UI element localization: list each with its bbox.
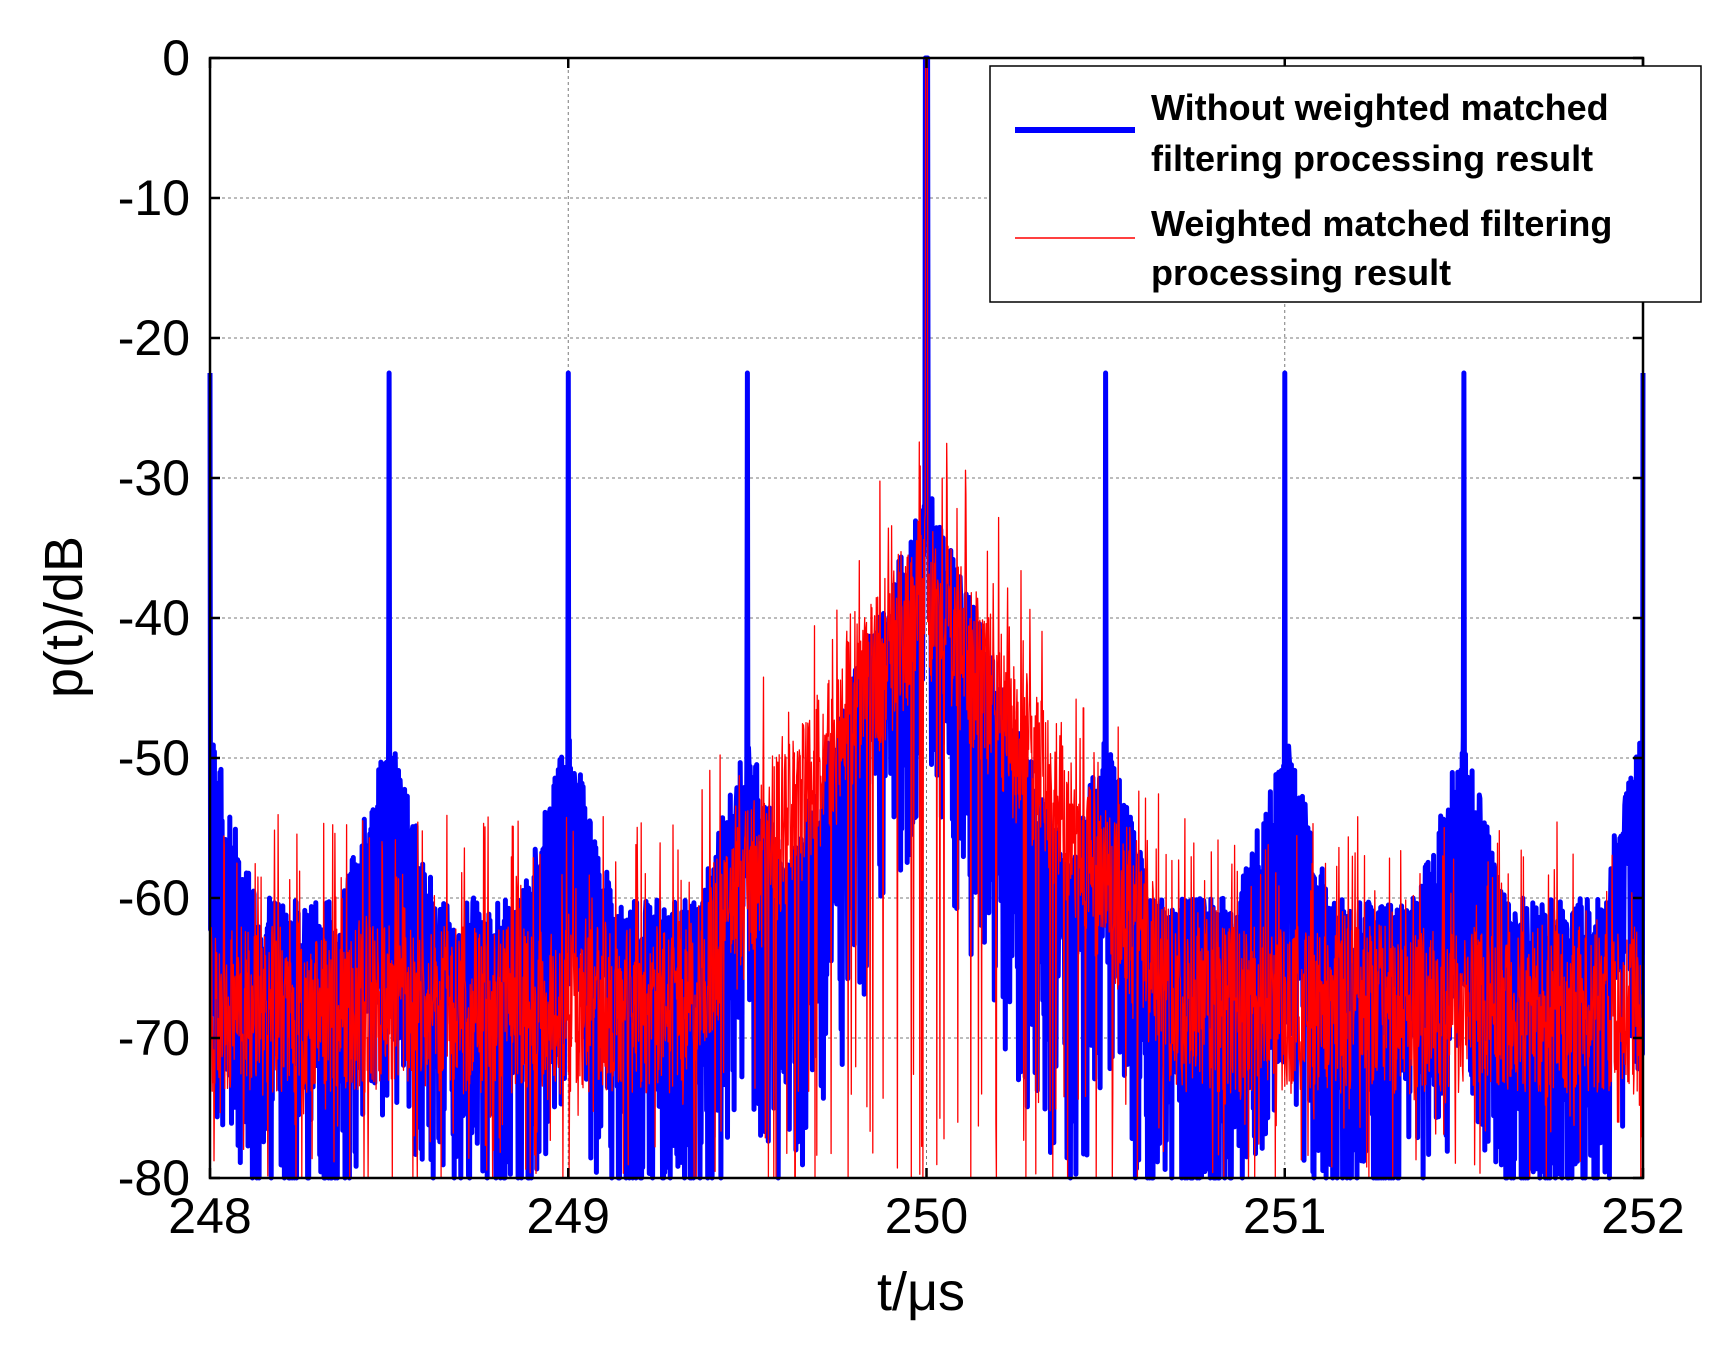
x-tick-label: 250: [885, 1188, 968, 1244]
legend-box: [989, 65, 1702, 303]
y-axis-label: p(t)/dB: [34, 536, 94, 698]
y-tick-label: -10: [118, 170, 190, 226]
x-tick-labels: 248 249 250 251 252: [168, 1188, 1684, 1244]
y-tick-label: -50: [118, 730, 190, 786]
y-tick-label: -40: [118, 590, 190, 646]
legend-label-weighted-line2: processing result: [1151, 252, 1451, 293]
legend-label-weighted-line1: Weighted matched filtering: [1151, 203, 1612, 244]
tick-marks: [208, 56, 1645, 1180]
y-tick-label: -20: [118, 310, 190, 366]
x-tick-label: 251: [1243, 1188, 1326, 1244]
y-tick-label: -30: [118, 450, 190, 506]
y-tick-label: -60: [118, 870, 190, 926]
y-tick-labels: 0 -10 -20 -30 -40 -50 -60 -70 -80: [118, 30, 190, 1206]
legend-label-without-weighting-line2: filtering processing result: [1151, 138, 1593, 179]
y-tick-label: -70: [118, 1010, 190, 1066]
legend-label-without-weighting-line1: Without weighted matched: [1151, 87, 1609, 128]
y-tick-label: 0: [162, 30, 190, 86]
x-tick-label: 248: [168, 1188, 251, 1244]
x-axis-label: t/μs: [877, 1262, 965, 1322]
x-tick-label: 252: [1601, 1188, 1684, 1244]
legend: Without weighted matched filtering proce…: [989, 65, 1702, 303]
y-tick-label: -80: [118, 1150, 190, 1206]
x-tick-label: 249: [527, 1188, 610, 1244]
